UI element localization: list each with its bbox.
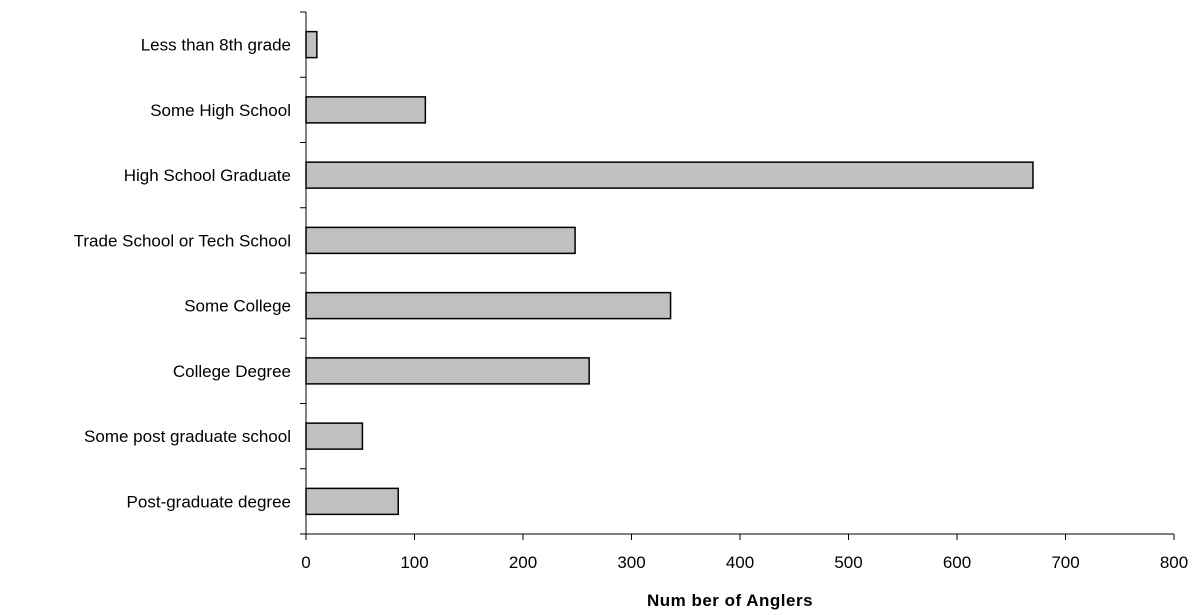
- bar: [305, 30, 318, 59]
- x-axis-title: Num ber of Anglers: [647, 591, 813, 610]
- x-tick-label: 0: [301, 553, 310, 572]
- bar: [305, 357, 590, 385]
- bar: [305, 161, 1034, 189]
- x-tick-label: 300: [617, 553, 645, 572]
- category-label: Trade School or Tech School: [74, 231, 291, 250]
- bar: [305, 226, 576, 255]
- category-label: Less than 8th grade: [141, 36, 291, 55]
- bar: [305, 291, 672, 320]
- category-label: Some post graduate school: [84, 427, 291, 446]
- category-labels: Less than 8th grade Some High School High …: [74, 36, 291, 512]
- x-tick-label: 700: [1051, 553, 1079, 572]
- x-tick-label: 600: [943, 553, 971, 572]
- x-tick-label: 100: [400, 553, 428, 572]
- category-label: Some College: [184, 297, 291, 316]
- axes: [300, 11, 1175, 540]
- category-label: Some High School: [150, 101, 291, 120]
- bar: [305, 422, 364, 450]
- x-tick-label: 800: [1160, 553, 1188, 572]
- category-label: High School Graduate: [124, 166, 291, 185]
- bar: [305, 487, 399, 516]
- x-tick-labels: 0 100 200 300 400 500 600 700 800: [301, 553, 1188, 572]
- bar: [305, 96, 427, 124]
- x-tick-label: 400: [726, 553, 754, 572]
- category-label: College Degree: [173, 362, 291, 381]
- x-tick-label: 200: [509, 553, 537, 572]
- category-label: Post-graduate degree: [127, 492, 291, 511]
- x-tick-label: 500: [834, 553, 862, 572]
- bars-group: [305, 30, 1034, 516]
